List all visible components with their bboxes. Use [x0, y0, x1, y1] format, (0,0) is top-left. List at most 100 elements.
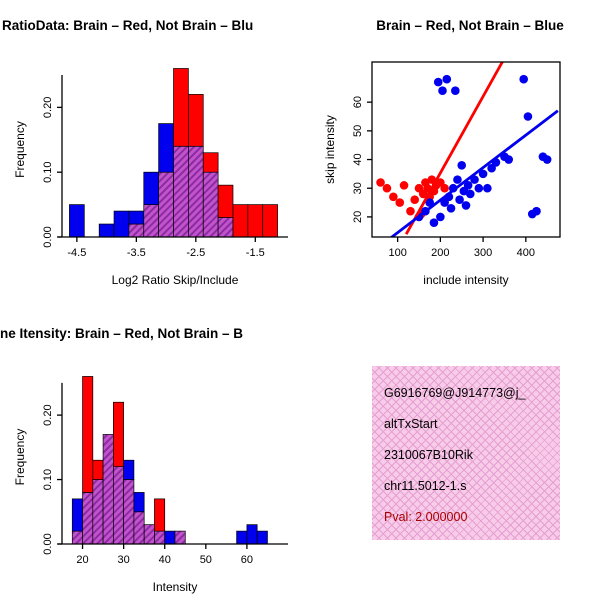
y-tick-label: 0.00 [42, 533, 54, 554]
info-box: G6916769@J914773@j_ altTxStart 2310067B1… [372, 366, 560, 540]
hist-bar [128, 210, 145, 225]
hist-bar [69, 204, 85, 238]
hist-bar [113, 210, 130, 238]
scatter-point-not-brain [425, 198, 434, 207]
hist-bar [256, 530, 268, 545]
intensity-histogram-title: ne Itensity: Brain – Red, Not Brain – B [0, 326, 244, 341]
hist-bar-overlap [71, 530, 83, 545]
hist-bar-overlap [143, 204, 159, 238]
hist-bar-overlap [188, 145, 204, 238]
scatter-point-not-brain [478, 169, 488, 179]
hist-bar-overlap [82, 492, 94, 545]
hist-bar [71, 498, 83, 532]
x-tick-label: 200 [431, 247, 449, 259]
info-line-gene-id: G6916769@J914773@j_ [384, 386, 526, 400]
hist-bar [247, 204, 264, 238]
y-tick-label: 0.00 [42, 226, 54, 247]
scatter-point-brain [395, 198, 405, 207]
hist-bar-overlap [133, 511, 145, 545]
y-tick-label: 0.20 [42, 404, 54, 425]
fit-line-red [404, 62, 504, 235]
x-axis-label: include intensity [423, 273, 508, 287]
y-axis-label: Frequency [13, 121, 27, 178]
hist-bar-overlap [174, 530, 186, 545]
hist-bar-overlap [102, 434, 114, 545]
plot-box [371, 61, 561, 238]
hist-bar [98, 223, 115, 238]
x-tick-label: 40 [159, 554, 171, 566]
x-axis-label: Log2 Ratio Skip/Include [112, 273, 239, 287]
hist-bar-overlap [217, 217, 234, 238]
x-tick-label: -1.5 [246, 247, 265, 259]
hist-bar-overlap [173, 145, 189, 238]
hist-bar [246, 524, 258, 545]
hist-bar-overlap [113, 466, 124, 545]
scatter-svg: 100 200 300 400 20 30 40 50 60 include intensity s… [323, 61, 561, 287]
scatter-point-not-brain [438, 86, 447, 95]
x-tick-label: -2.5 [186, 247, 205, 259]
scatter-point-not-brain [542, 155, 552, 164]
y-tick-label: 20 [352, 211, 364, 223]
scatter-point-not-brain [451, 86, 460, 95]
hist-bar [164, 530, 176, 545]
hist-bar-overlap [128, 223, 145, 238]
scatter-point-not-brain [453, 175, 462, 184]
hist-bar [158, 123, 174, 173]
scatter-point-not-brain [446, 204, 456, 213]
y-tick-label: 30 [352, 182, 364, 194]
scatter-point-not-brain [504, 155, 514, 164]
scatter-point-not-brain [483, 183, 492, 193]
scatter-point-not-brain [455, 195, 464, 205]
hist-bar-overlap [154, 530, 166, 545]
x-tick-label: 60 [241, 554, 253, 566]
y-tick-label: 0.10 [42, 469, 54, 490]
hist-bar [133, 492, 145, 513]
ratio-histogram-svg: -4.5 -3.5 -2.5 -1.5 0.00 0.10 0.20 Log2 Ratio S… [13, 68, 288, 287]
panel-scatter: Brain – Red, Not Brain – Blue 100 200 300 4… [300, 0, 600, 300]
scatter-point-not-brain [461, 201, 471, 210]
ratio-histogram-title: RatioData: Brain – Red, Not Brain – Blu [2, 18, 254, 33]
x-axis-label: Intensity [153, 580, 198, 594]
hist-bar [188, 94, 204, 147]
scatter-point-not-brain [457, 160, 467, 170]
panel-ratio-histogram: RatioData: Brain – Red, Not Brain – Blu … [0, 0, 300, 300]
scatter-point-not-brain [523, 112, 533, 121]
hist-bar [262, 204, 278, 238]
panel-info: G6916769@J914773@j_ altTxStart 2310067B1… [300, 300, 600, 600]
info-line-locus: chr11.5012-1.s [384, 479, 467, 493]
x-tick-label: 400 [517, 247, 535, 259]
hist-bar [113, 401, 124, 468]
scatter-point-brain [376, 178, 385, 187]
hist-bar [217, 184, 234, 218]
x-tick-label: 30 [118, 554, 130, 566]
hist-bar [154, 498, 166, 532]
scatter-point-brain [382, 183, 392, 193]
hist-bar [202, 152, 219, 173]
hist-bar [123, 459, 135, 480]
scatter-point-brain [399, 181, 409, 190]
y-axis-label: Frequency [13, 429, 27, 486]
x-tick-label: -4.5 [67, 247, 86, 259]
intensity-histogram-svg: 20 30 40 50 60 0.00 0.10 0.20 Intensity Frequency [13, 376, 288, 594]
scatter-point-not-brain [436, 212, 445, 222]
scatter-point-brain [389, 192, 398, 202]
y-axis-label: skip intensity [323, 115, 337, 184]
scatter-point-not-brain [465, 189, 475, 199]
y-tick-label: 40 [352, 153, 364, 165]
x-tick-label: 20 [76, 554, 88, 566]
scatter-point-brain [440, 183, 449, 193]
scatter-point-not-brain [532, 206, 541, 216]
scatter-point-brain [410, 195, 420, 205]
hist-bar-overlap [123, 479, 135, 545]
info-line-symbol: 2310067B10Rik [384, 448, 473, 462]
hist-bar-overlap [143, 524, 155, 545]
scatter-point-not-brain [429, 218, 439, 227]
x-tick-label: 300 [474, 247, 492, 259]
x-tick-label: 100 [388, 247, 406, 259]
hist-bar [143, 171, 159, 205]
y-tick-label: 0.20 [42, 97, 54, 118]
hist-bar-overlap [202, 171, 219, 238]
hist-bar [232, 204, 249, 238]
fit-line-blue [389, 109, 559, 237]
